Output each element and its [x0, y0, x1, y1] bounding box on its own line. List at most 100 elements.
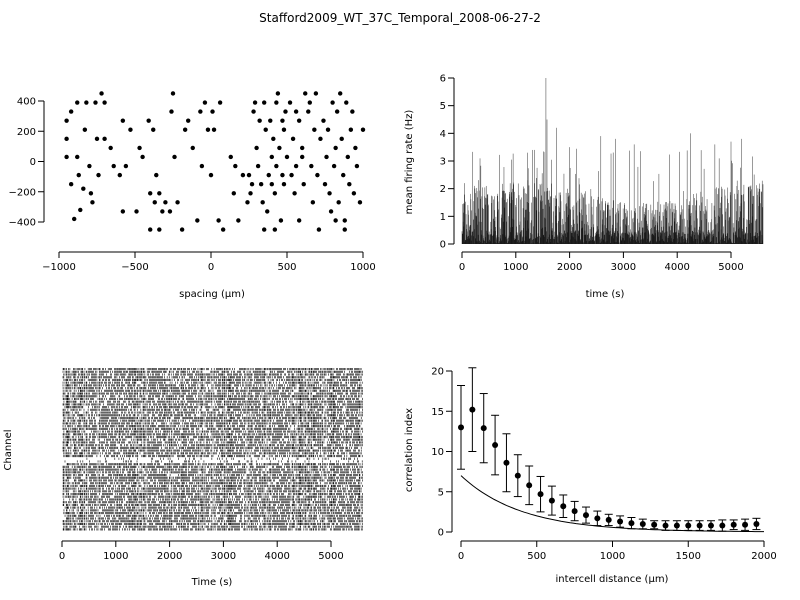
layout-point [360, 127, 366, 132]
layout-point [262, 227, 267, 232]
rate-y-tick-label: 2 [440, 184, 446, 195]
layout-point [292, 191, 297, 196]
rate-x-tick-label: 0 [459, 262, 465, 273]
layout-point [321, 118, 326, 123]
layout-point [339, 136, 344, 142]
layout-point [269, 154, 274, 160]
layout-point [310, 200, 316, 205]
rate-y-tick-label: 6 [440, 74, 446, 85]
layout-point [90, 200, 95, 205]
raster-panel: 0 1000 2000 3000 4000 5000 Time (s) Channel [3, 368, 363, 588]
layout-point [68, 181, 74, 187]
layout-point [102, 136, 107, 142]
layout-point [344, 100, 349, 105]
layout-point [281, 127, 287, 132]
rate-y-tick-label: 3 [440, 157, 446, 168]
layout-point [96, 172, 101, 178]
layout-point [280, 118, 285, 123]
rate-x-tick-label: 4000 [664, 262, 689, 273]
layout-point [117, 172, 123, 178]
rate-y-tick-label: 1 [440, 212, 446, 223]
layout-point [331, 163, 337, 169]
layout-x-tick-label: 500 [277, 262, 296, 273]
layout-point [330, 100, 335, 105]
rate-x-label: time (s) [586, 289, 625, 300]
layout-point [64, 154, 69, 160]
layout-point [108, 145, 113, 151]
layout-point [255, 163, 261, 169]
layout-point [290, 136, 296, 142]
layout-point [274, 163, 279, 169]
layout-point [64, 118, 69, 123]
layout-point [275, 91, 281, 96]
layout-point [76, 172, 81, 178]
layout-point [190, 145, 195, 151]
layout-y-tick-label: 200 [17, 127, 36, 138]
layout-point [251, 109, 256, 114]
layout-point [333, 145, 338, 151]
layout-point [325, 127, 331, 132]
layout-point [262, 100, 267, 105]
layout-point [350, 109, 355, 114]
layout-point [300, 145, 305, 151]
layout-point [327, 191, 332, 196]
layout-point [300, 154, 305, 160]
figure-title: Stafford2009_WT_37C_Temporal_2008-06-27-… [259, 11, 541, 25]
layout-point [81, 186, 86, 191]
layout-point [198, 109, 203, 114]
layout-point [87, 163, 92, 169]
layout-point [357, 200, 363, 205]
layout-point [278, 218, 284, 223]
layout-point [303, 91, 308, 96]
layout-x-axis: −1000 −500 0 500 1000 [42, 251, 376, 273]
layout-y-tick-label: −200 [9, 187, 36, 198]
layout-point [154, 172, 159, 178]
layout-point [296, 118, 302, 123]
layout-point [280, 172, 285, 178]
layout-point [258, 181, 264, 187]
layout-x-tick-label: 1000 [350, 262, 375, 273]
layout-point [75, 100, 80, 105]
layout-point [333, 218, 338, 223]
layout-point [309, 163, 314, 169]
layout-point [281, 181, 287, 187]
layout-point [269, 181, 274, 187]
layout-point [316, 227, 322, 232]
layout-y-tick-label: −400 [9, 218, 36, 229]
layout-point [202, 100, 208, 105]
layout-point [277, 145, 282, 151]
layout-point [293, 163, 299, 169]
rate-x-tick-label: 1000 [503, 262, 528, 273]
layout-point [263, 127, 268, 132]
layout-point [146, 118, 151, 123]
layout-point [163, 200, 168, 205]
raster-spikes [62, 368, 363, 531]
layout-point [348, 127, 354, 132]
layout-point [78, 207, 83, 213]
layout-point [175, 200, 180, 205]
layout-point [245, 200, 250, 205]
layout-point [179, 227, 185, 232]
layout-point [120, 118, 126, 123]
layout-point [148, 227, 153, 232]
layout-point [284, 154, 290, 160]
layout-point [152, 200, 157, 205]
layout-point [75, 154, 80, 160]
rate-x-tick-label: 5000 [718, 262, 743, 273]
layout-point [293, 109, 299, 114]
layout-point [342, 218, 347, 223]
layout-point [111, 163, 116, 169]
layout-point [347, 181, 352, 187]
layout-point [246, 172, 252, 178]
layout-points [64, 91, 366, 232]
rate-y-tick-label: 4 [440, 129, 446, 140]
rate-y-tick-label: 0 [440, 240, 446, 251]
layout-y-tick-label: 0 [30, 157, 36, 168]
layout-point [312, 127, 317, 132]
layout-y-tick-label: 400 [17, 97, 36, 108]
layout-point [205, 127, 211, 132]
layout-point [157, 227, 162, 232]
layout-point [170, 91, 176, 96]
layout-point [307, 100, 312, 105]
layout-point [272, 227, 278, 232]
